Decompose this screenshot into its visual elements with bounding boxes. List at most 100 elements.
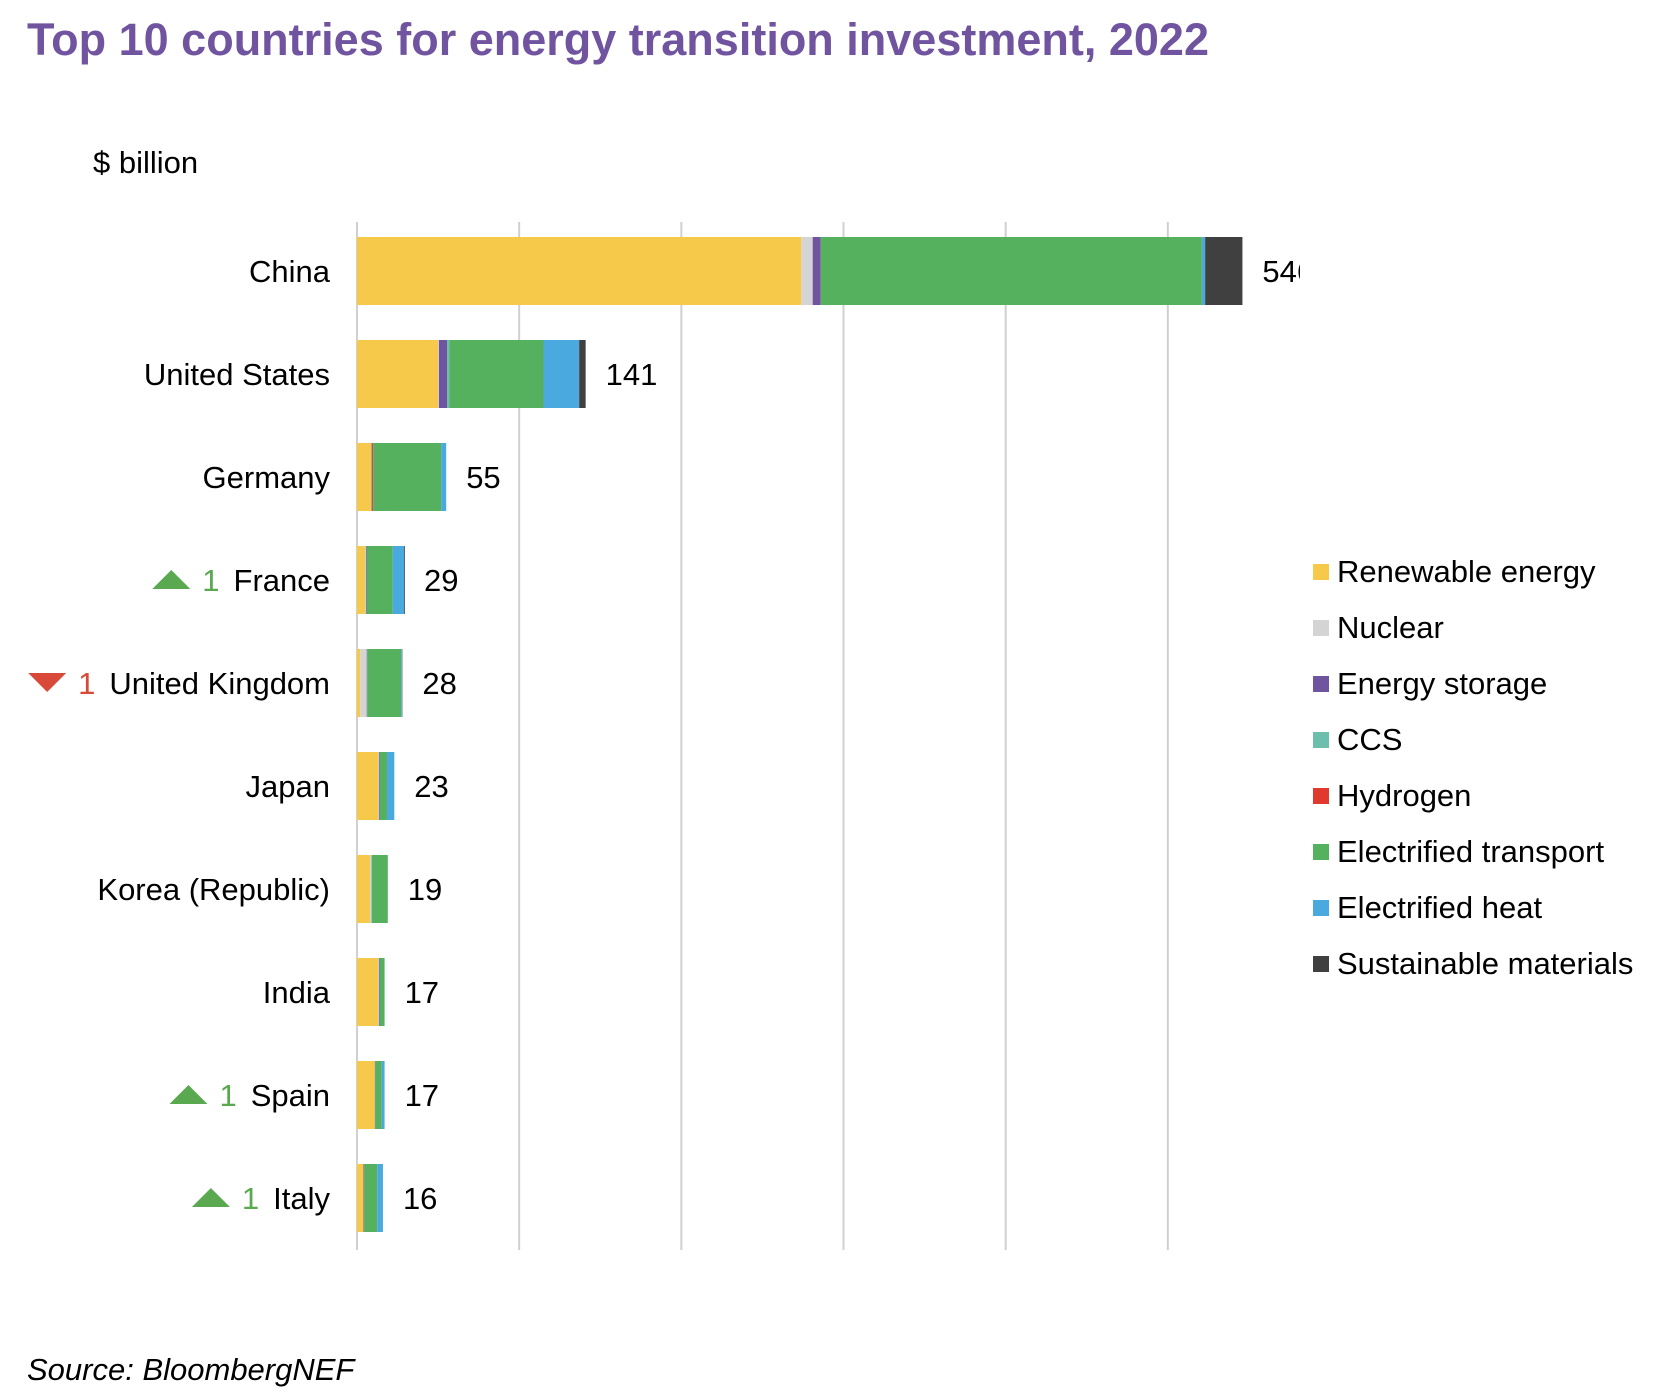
bar-segment [378,752,379,820]
legend-swatch [1313,900,1329,916]
rank-change-value: 1 [242,1181,259,1216]
bar-segment [357,649,361,717]
category-label: China [249,254,331,289]
bar-segment [378,752,380,820]
legend-label: Energy storage [1337,666,1548,701]
legend-label: CCS [1337,722,1403,757]
bar-segment [1201,237,1206,305]
bar-segment [447,340,450,408]
bar-segment [357,855,370,923]
bar-segment [357,752,379,820]
bar-segment [820,237,1202,305]
bar-segment [357,1061,375,1129]
legend-label: Sustainable materials [1337,946,1634,981]
total-label: 28 [422,666,456,701]
legend-swatch [1313,956,1329,972]
category-label: Italy [273,1181,330,1216]
total-label: 141 [606,357,658,392]
bar-segment [357,443,372,511]
bar-segment [379,752,388,820]
category-label: India [263,975,331,1010]
legend-swatch [1313,620,1329,636]
bar-segment [363,1164,365,1232]
bar-segment [369,855,372,923]
bar-segment [441,443,447,511]
rank-up-triangle-icon [152,570,191,589]
bar-segment [438,340,448,408]
legend: Renewable energy Nuclear Energy storage CCS… [1313,544,1663,992]
legend-label: Nuclear [1337,610,1444,645]
stacked-bar-chart: China 546 United States 141 Germany 55 France 2… [28,222,1300,1250]
bar-segment [378,958,380,1026]
bar-segment [365,546,367,614]
bar-segment [373,443,442,511]
total-label: 29 [424,563,458,598]
total-label: 23 [414,769,448,804]
category-label: Korea (Republic) [97,872,330,907]
bar-segment [372,443,374,511]
total-label: 19 [408,872,442,907]
legend-item: CCS [1313,712,1663,768]
bar-segment [371,443,373,511]
rank-change-value: 1 [219,1078,236,1113]
category-label: Germany [203,460,331,495]
legend-item: Energy storage [1313,656,1663,712]
category-label: United States [144,357,330,392]
total-label: 546 [1262,254,1300,289]
legend-item: Nuclear [1313,600,1663,656]
legend-swatch [1313,844,1329,860]
legend-swatch [1313,676,1329,692]
legend-swatch [1313,788,1329,804]
legend-item: Renewable energy [1313,544,1663,600]
bar-segment [367,649,402,717]
bar-segment [364,1164,378,1232]
bar-segment [387,752,395,820]
bar-segment [801,237,813,305]
rank-change-value: 1 [78,666,95,701]
legend-label: Renewable energy [1337,554,1596,589]
legend-item: Electrified transport [1313,824,1663,880]
bar-segment [438,340,439,408]
bar-segment [378,958,379,1026]
bar-segment [379,958,385,1026]
labels: China 546 United States 141 Germany 55 France 2… [28,254,1300,1216]
bar-segment [381,1061,385,1129]
bar-segment [401,649,403,717]
legend-swatch [1313,732,1329,748]
total-label: 55 [466,460,500,495]
bar-segment [579,340,586,408]
bar-segment [357,958,379,1026]
category-label: Spain [251,1078,330,1113]
rank-up-triangle-icon [191,1188,230,1207]
bar-segment [365,546,366,614]
legend-label: Electrified transport [1337,834,1605,869]
total-label: 17 [405,1078,439,1113]
total-label: 16 [403,1181,437,1216]
bar-segment [812,237,821,305]
rank-change-value: 1 [202,563,219,598]
bar-segment [404,546,405,614]
bar-segment [357,1164,364,1232]
legend-label: Hydrogen [1337,778,1472,813]
bar-segment [366,546,393,614]
bar-segment [392,546,405,614]
bar-segment [357,237,802,305]
unit-label: $ billion [93,145,199,180]
bar-segment [360,649,367,717]
rank-up-triangle-icon [169,1085,208,1104]
bar-segment [449,340,544,408]
category-label: Japan [246,769,330,804]
legend-swatch [1313,564,1329,580]
total-label: 17 [405,975,439,1010]
bar-segment [375,1061,382,1129]
category-label: United Kingdom [109,666,330,701]
legend-item: Hydrogen [1313,768,1663,824]
legend-label: Electrified heat [1337,890,1543,925]
bar-segment [357,340,439,408]
bars [357,237,1243,1232]
chart-title: Top 10 countries for energy transition i… [27,14,1209,65]
category-label: France [234,563,330,598]
source-note: Source: BloombergNEF [27,1352,355,1387]
rank-down-triangle-icon [28,673,67,692]
legend-item: Sustainable materials [1313,936,1663,992]
